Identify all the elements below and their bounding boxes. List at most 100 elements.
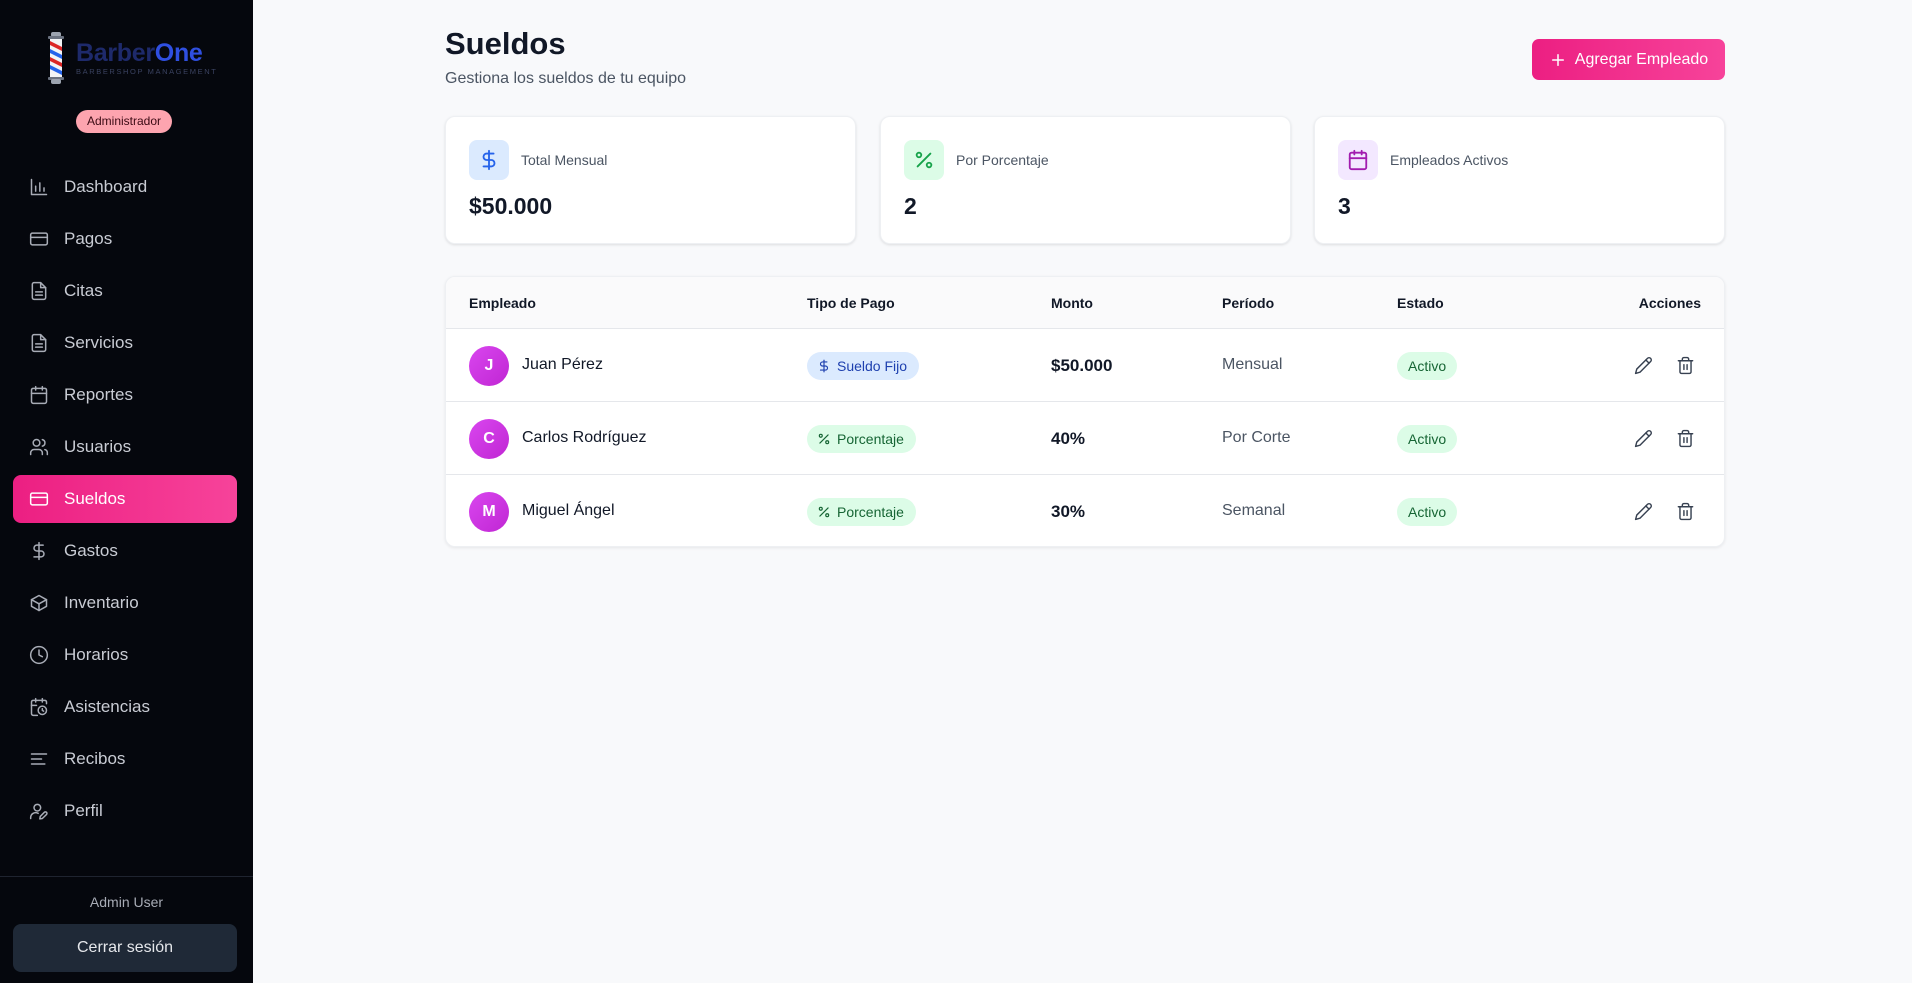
sidebar-item-reportes[interactable]: Reportes [13,371,237,419]
sidebar-item-label: Citas [64,281,103,300]
stat-label: Empleados Activos [1390,152,1509,168]
status-badge: Activo [1397,352,1458,380]
sidebar-item-label: Perfil [64,801,103,820]
bar-chart-icon [30,178,48,196]
stat-icon-wrapper [469,140,509,180]
plus-icon [1551,53,1564,66]
dollar-icon [482,149,496,171]
trash-icon [1677,502,1693,520]
dollar-icon [819,359,829,373]
calendar-clock-icon [30,697,48,717]
users-icon [29,438,49,456]
percent-icon [818,433,830,445]
status-badge: Activo [1397,425,1458,453]
sidebar-item-recibos[interactable]: Recibos [13,735,237,783]
sidebar-item-usuarios[interactable]: Usuarios [13,423,237,471]
barber-pole-icon [45,32,67,84]
sidebar-divider [0,876,253,877]
sidebar-item-gastos[interactable]: Gastos [13,527,237,575]
delete-button[interactable] [1674,427,1696,449]
sidebar-item-perfil[interactable]: Perfil [13,787,237,835]
table-row: J Juan Pérez Sueldo Fijo $50.000 Mensual… [446,329,1724,402]
page-title: Sueldos [445,26,566,61]
dollar-icon [33,541,45,561]
payment-type-label: Sueldo Fijo [837,358,908,374]
table-row: M Miguel Ángel Porcentaje 30% Semanal Ac… [446,475,1724,546]
employee-name: Juan Pérez [522,356,603,373]
status-badge: Activo [1397,498,1458,526]
stat-card-total-mensual: Total Mensual $50.000 [445,116,856,244]
column-header-periodo: Período [1222,295,1275,311]
stat-label: Total Mensual [521,152,608,168]
avatar: C [469,419,509,459]
period: Semanal [1222,502,1286,519]
stat-card-empleados-activos: Empleados Activos 3 [1314,116,1725,244]
pencil-icon [1634,356,1652,374]
page-subtitle: Gestiona los sueldos de tu equipo [445,70,687,87]
brand-name: BarberOne [76,39,203,67]
sidebar-item-citas[interactable]: Citas [13,267,237,315]
period: Por Corte [1222,429,1291,446]
delete-button[interactable] [1674,354,1696,376]
sidebar-item-label: Sueldos [64,489,126,508]
credit-card-icon [29,232,49,246]
column-header-monto: Monto [1051,295,1093,311]
trash-icon [1677,356,1693,374]
lines-icon [30,753,48,765]
payment-type-badge: Sueldo Fijo [807,352,920,380]
stat-value: $50.000 [469,193,553,219]
edit-button[interactable] [1632,354,1654,376]
add-employee-button[interactable]: Agregar Empleado [1532,39,1725,80]
edit-button[interactable] [1632,500,1654,522]
payment-type-label: Porcentaje [837,504,904,520]
trash-icon [1677,429,1693,447]
logout-button[interactable]: Cerrar sesión [13,924,237,972]
sidebar-item-label: Usuarios [64,437,132,456]
sidebar-item-label: Recibos [64,749,126,768]
sidebar-item-label: Reportes [64,385,133,404]
pencil-icon [1634,502,1652,520]
credit-card-icon [29,492,49,506]
delete-button[interactable] [1674,500,1696,522]
clock-icon [29,645,49,665]
sidebar-item-dashboard[interactable]: Dashboard [13,163,237,211]
percent-icon [915,151,933,169]
stat-card-por-porcentaje: Por Porcentaje 2 [880,116,1291,244]
sidebar-item-label: Inventario [64,593,139,612]
sidebar-item-label: Asistencias [64,697,150,716]
table-header: Empleado Tipo de Pago Monto Período Esta… [446,277,1724,329]
sidebar-item-horarios[interactable]: Horarios [13,631,237,679]
sidebar-item-label: Horarios [64,645,129,664]
add-employee-label: Agregar Empleado [1574,50,1709,68]
sidebar-item-label: Servicios [64,333,133,352]
box-icon [30,594,48,612]
sidebar-item-label: Gastos [64,541,118,560]
sidebar-item-pagos[interactable]: Pagos [13,215,237,263]
sidebar-item-inventario[interactable]: Inventario [13,579,237,627]
amount: 30% [1051,502,1086,521]
column-header-tipo-pago: Tipo de Pago [807,295,895,311]
stat-value: 2 [904,193,917,219]
sidebar-item-label: Pagos [64,229,113,248]
stat-icon-wrapper [1338,140,1378,180]
percent-icon [818,506,830,518]
sidebar-item-asistencias[interactable]: Asistencias [13,683,237,731]
brand-tagline: BARBERSHOP MANAGEMENT [76,67,218,76]
sidebar-item-label: Dashboard [64,177,148,196]
stat-icon-wrapper [904,140,944,180]
sidebar-nav: Dashboard Pagos Citas Servicios Reportes… [13,163,237,839]
user-edit-icon [29,803,48,820]
column-header-empleado: Empleado [469,295,536,311]
edit-button[interactable] [1632,427,1654,449]
brand-logo[interactable]: BarberOne BARBERSHOP MANAGEMENT [45,32,217,84]
table-row: C Carlos Rodríguez Porcentaje 40% Por Co… [446,402,1724,475]
column-header-estado: Estado [1397,295,1444,311]
sidebar-item-servicios[interactable]: Servicios [13,319,237,367]
employee-name: Carlos Rodríguez [522,429,647,446]
sidebar: BarberOne BARBERSHOP MANAGEMENT Administ… [0,0,253,983]
sidebar-item-sueldos[interactable]: Sueldos [13,475,237,523]
amount: 40% [1051,429,1086,448]
current-user-name: Admin User [89,894,164,910]
role-badge: Administrador [76,110,173,133]
employee-name: Miguel Ángel [522,502,615,519]
